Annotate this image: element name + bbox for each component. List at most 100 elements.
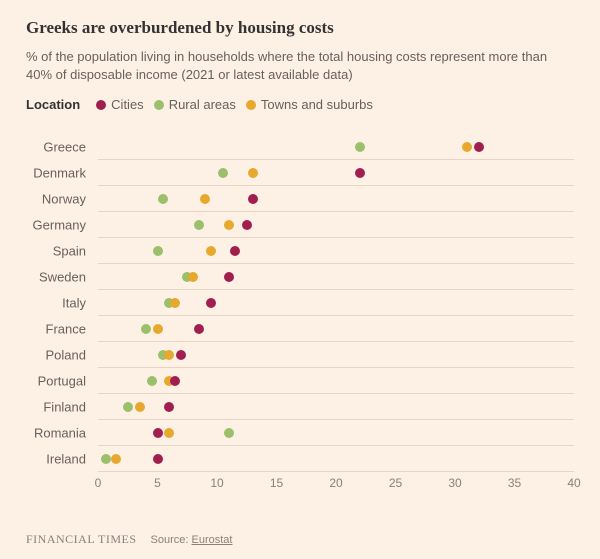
data-row: Ireland (26, 446, 574, 472)
x-tick: 0 (95, 476, 102, 490)
data-row: Italy (26, 290, 574, 316)
x-tick: 20 (329, 476, 342, 490)
dot-rural (224, 428, 234, 438)
x-tick: 15 (270, 476, 283, 490)
source: Source: Eurostat (151, 534, 233, 546)
dot-rural (123, 402, 133, 412)
data-row: Spain (26, 238, 574, 264)
source-link[interactable]: Eurostat (192, 534, 233, 546)
row-label: Portugal (26, 374, 86, 389)
chart-container: Greeks are overburdened by housing costs… (0, 0, 600, 559)
dot-towns (206, 246, 216, 256)
row-label: France (26, 322, 86, 337)
row-label: Finland (26, 400, 86, 415)
x-tick: 25 (389, 476, 402, 490)
row-label: Spain (26, 244, 86, 259)
dot-cities (153, 454, 163, 464)
x-tick: 30 (448, 476, 461, 490)
row-label: Greece (26, 140, 86, 155)
row-label: Denmark (26, 166, 86, 181)
chart-subtitle: % of the population living in households… (26, 48, 574, 83)
dot-towns (111, 454, 121, 464)
dot-towns (164, 428, 174, 438)
dot-towns (200, 194, 210, 204)
legend-label-rural: Rural areas (169, 97, 236, 112)
dot-towns (462, 142, 472, 152)
legend-swatch-cities (96, 100, 106, 110)
dot-cities (242, 220, 252, 230)
row-track (98, 264, 574, 290)
row-track (98, 342, 574, 368)
dot-rural (218, 168, 228, 178)
dot-cities (355, 168, 365, 178)
dot-rural (355, 142, 365, 152)
row-track (98, 420, 574, 446)
data-row: Poland (26, 342, 574, 368)
chart-title: Greeks are overburdened by housing costs (26, 18, 574, 38)
row-label: Norway (26, 192, 86, 207)
legend-item-towns: Towns and suburbs (246, 97, 373, 112)
data-row: Finland (26, 394, 574, 420)
row-label: Germany (26, 218, 86, 233)
dot-towns (164, 350, 174, 360)
dot-cities (176, 350, 186, 360)
row-track (98, 368, 574, 394)
data-row: Portugal (26, 368, 574, 394)
legend-title: Location (26, 97, 80, 112)
data-row: Denmark (26, 160, 574, 186)
dot-cities (248, 194, 258, 204)
data-row: Greece (26, 134, 574, 160)
dot-towns (153, 324, 163, 334)
x-tick: 35 (508, 476, 521, 490)
dot-cities (474, 142, 484, 152)
row-label: Poland (26, 348, 86, 363)
dot-cities (224, 272, 234, 282)
data-row: Sweden (26, 264, 574, 290)
legend: Location Cities Rural areas Towns and su… (26, 97, 574, 112)
dot-cities (164, 402, 174, 412)
dot-rural (158, 194, 168, 204)
dot-towns (170, 298, 180, 308)
row-track (98, 446, 574, 472)
legend-label-towns: Towns and suburbs (261, 97, 373, 112)
row-label: Ireland (26, 452, 86, 467)
row-label: Sweden (26, 270, 86, 285)
legend-item-rural: Rural areas (154, 97, 236, 112)
row-track (98, 238, 574, 264)
data-row: Romania (26, 420, 574, 446)
plot-area: Greece Denmark Norway Germany Spain Sweden Ita… (26, 134, 574, 472)
row-track (98, 186, 574, 212)
row-label: Italy (26, 296, 86, 311)
x-tick: 5 (154, 476, 161, 490)
row-track (98, 316, 574, 342)
row-track (98, 290, 574, 316)
row-track (98, 160, 574, 186)
x-axis: 0510152025303540 (98, 472, 574, 496)
x-tick: 10 (210, 476, 223, 490)
publisher-logo: FINANCIAL TIMES (26, 532, 137, 547)
legend-label-cities: Cities (111, 97, 144, 112)
dot-rural (194, 220, 204, 230)
data-row: France (26, 316, 574, 342)
legend-swatch-rural (154, 100, 164, 110)
row-track (98, 212, 574, 238)
row-track (98, 394, 574, 420)
data-row: Norway (26, 186, 574, 212)
dot-cities (230, 246, 240, 256)
dot-towns (188, 272, 198, 282)
legend-item-cities: Cities (96, 97, 144, 112)
dot-cities (206, 298, 216, 308)
source-label: Source: (151, 534, 189, 546)
x-tick: 40 (567, 476, 580, 490)
dot-towns (248, 168, 258, 178)
dot-rural (147, 376, 157, 386)
dot-rural (101, 454, 111, 464)
legend-swatch-towns (246, 100, 256, 110)
dot-cities (170, 376, 180, 386)
dot-rural (153, 246, 163, 256)
row-label: Romania (26, 426, 86, 441)
dot-rural (141, 324, 151, 334)
chart-footer: FINANCIAL TIMES Source: Eurostat (26, 532, 232, 547)
dot-towns (224, 220, 234, 230)
dot-cities (194, 324, 204, 334)
